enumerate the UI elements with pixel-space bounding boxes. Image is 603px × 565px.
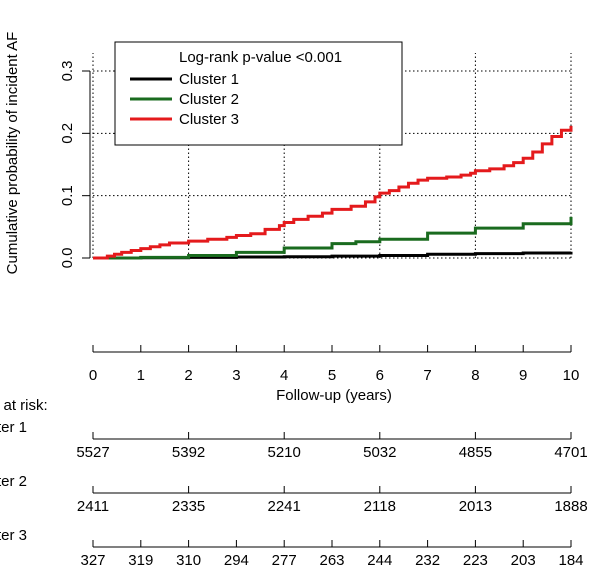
- x-tick-label: 2: [184, 367, 192, 384]
- risk-row-label: Cluster 3: [0, 527, 27, 544]
- risk-count: 223: [463, 552, 488, 565]
- series-layer: [93, 125, 573, 260]
- risk-count: 2335: [172, 498, 205, 515]
- risk-count: 1888: [554, 498, 587, 515]
- y-tick-label: 0.0: [59, 248, 76, 269]
- risk-count: 203: [511, 552, 536, 565]
- risk-count: 294: [224, 552, 249, 565]
- risk-table: Cluster 1 5527 5392 5210 5032 4855 4701 Cluster…: [0, 419, 588, 565]
- risk-count: 2241: [268, 498, 301, 515]
- legend-items: Cluster 1 Cluster 2 Cluster 3: [130, 71, 239, 128]
- risk-count: 184: [558, 552, 583, 565]
- risk-count: 5392: [172, 444, 205, 461]
- x-tick-label: 8: [471, 367, 479, 384]
- risk-row-label: Cluster 2: [0, 473, 27, 490]
- x-tick-label: 6: [376, 367, 384, 384]
- risk-count: 4701: [554, 444, 587, 461]
- risk-count: 2013: [459, 498, 492, 515]
- x-axis: 0 1 2 3 4 5 6 7 8 9 10: [89, 345, 580, 384]
- y-tick-label: 0.3: [59, 61, 76, 82]
- y-tick-label: 0.2: [59, 123, 76, 144]
- legend-label: Cluster 3: [179, 111, 239, 128]
- x-tick-label: 4: [280, 367, 288, 384]
- risk-count: 4855: [459, 444, 492, 461]
- risk-count: 263: [319, 552, 344, 565]
- x-tick-label: 3: [232, 367, 240, 384]
- legend-title: Log-rank p-value <0.001: [179, 49, 342, 66]
- series-line-cluster-2: [93, 216, 573, 260]
- legend: Log-rank p-value <0.001 Cluster 1Cluster…: [114, 41, 403, 146]
- x-tick-label: 5: [328, 367, 336, 384]
- x-axis-label: Follow-up (years): [276, 387, 392, 404]
- x-tick-label: 0: [89, 367, 97, 384]
- risk-count: 5032: [363, 444, 396, 461]
- risk-count: 2118: [364, 498, 396, 515]
- legend-label: Cluster 1: [179, 71, 239, 88]
- x-tick-label: 9: [519, 367, 527, 384]
- risk-count: 232: [415, 552, 440, 565]
- legend-box: [114, 41, 403, 146]
- y-axis: 0.0 0.1 0.2 0.3: [59, 61, 91, 269]
- risk-count: 5210: [268, 444, 301, 461]
- series-line-cluster-3: [93, 125, 573, 260]
- y-tick-label: 0.1: [59, 185, 76, 206]
- risk-count: 5527: [76, 444, 109, 461]
- risk-count: 319: [128, 552, 153, 565]
- risk-count: 310: [176, 552, 201, 565]
- y-axis-label: Cumulative probability of incident AF: [4, 32, 21, 275]
- risk-count: 277: [272, 552, 297, 565]
- risk-count: 244: [367, 552, 392, 565]
- risk-table-title: No. at risk:: [0, 397, 48, 414]
- x-tick-label: 7: [423, 367, 431, 384]
- x-tick-label: 10: [563, 367, 580, 384]
- x-tick-label: 1: [137, 367, 145, 384]
- risk-row-label: Cluster 1: [0, 419, 27, 436]
- risk-count: 2411: [77, 498, 109, 515]
- risk-count: 327: [80, 552, 105, 565]
- legend-label: Cluster 2: [179, 91, 239, 108]
